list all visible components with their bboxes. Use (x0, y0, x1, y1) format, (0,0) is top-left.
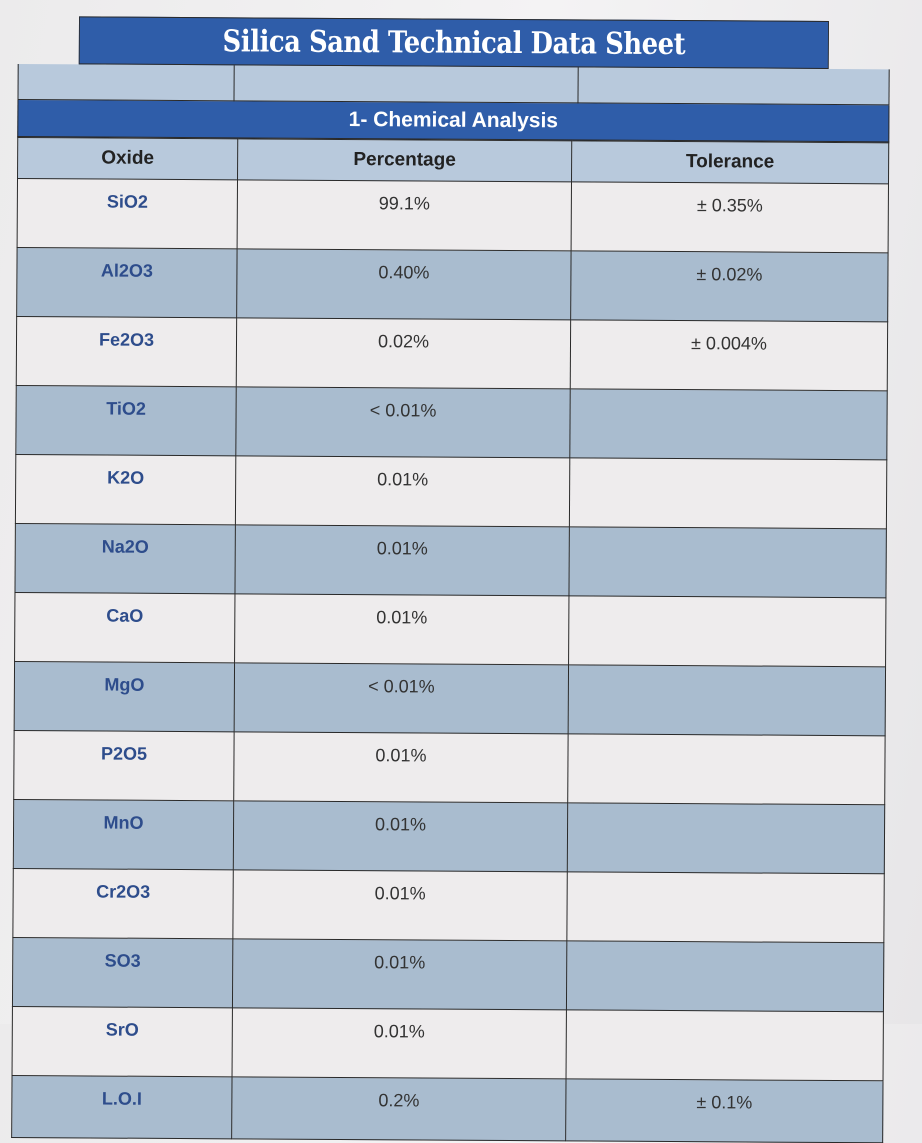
blank-cell (234, 65, 579, 104)
percentage-cell: 0.01% (234, 593, 569, 665)
section-title: 1- Chemical Analysis (17, 99, 890, 143)
header-percentage: Percentage (237, 138, 572, 182)
percentage-cell: 0.01% (234, 524, 570, 596)
tolerance-cell (568, 664, 886, 736)
blank-cell (18, 64, 235, 102)
oxide-cell: L.O.I (11, 1075, 233, 1139)
table-row: Na2O 0.01% (14, 523, 887, 598)
percentage-cell: < 0.01% (234, 662, 569, 734)
table-header-row: Oxide Percentage Tolerance (17, 137, 889, 184)
oxide-cell: SO3 (12, 937, 233, 1008)
tolerance-cell: ± 0.004% (570, 319, 888, 391)
percentage-cell: 0.2% (231, 1076, 567, 1141)
table-row: SiO2 99.1% ± 0.35% (17, 178, 889, 253)
sheet-title: Silica Sand Technical Data Sheet (78, 16, 829, 69)
oxide-cell: CaO (14, 592, 235, 663)
percentage-cell: 0.01% (233, 731, 569, 803)
percentage-cell: 0.01% (235, 455, 570, 527)
blank-row (17, 63, 890, 106)
oxide-cell: Na2O (14, 523, 236, 594)
table-row: SO3 0.01% (12, 937, 884, 1012)
tolerance-cell (569, 457, 887, 529)
tolerance-cell: ± 0.02% (570, 250, 889, 322)
oxide-cell: MnO (13, 799, 234, 870)
tolerance-cell: ± 0.35% (571, 181, 889, 253)
table-row: K2O 0.01% (15, 454, 887, 529)
tolerance-cell: ± 0.1% (565, 1078, 884, 1143)
tolerance-cell (566, 871, 885, 943)
oxide-cell: SrO (12, 1006, 233, 1077)
tolerance-cell (566, 1009, 884, 1081)
table-row: SrO 0.01% (12, 1006, 884, 1081)
oxide-cell: TiO2 (15, 385, 237, 456)
percentage-cell: 0.01% (233, 800, 568, 872)
tolerance-cell (568, 595, 886, 667)
tolerance-cell (566, 940, 884, 1012)
percentage-cell: 0.01% (232, 869, 568, 941)
oxide-cell: K2O (15, 454, 236, 525)
percentage-cell: 0.01% (232, 1007, 567, 1079)
percentage-cell: 0.02% (236, 317, 571, 389)
percentage-cell: 0.40% (236, 248, 572, 320)
percentage-cell: 0.01% (232, 938, 567, 1010)
table-row: Fe2O3 0.02% ± 0.004% (16, 316, 888, 391)
header-oxide: Oxide (17, 137, 238, 180)
oxide-cell: Fe2O3 (16, 316, 237, 387)
tolerance-cell (567, 802, 885, 874)
oxide-cell: Al2O3 (16, 247, 238, 318)
header-tolerance: Tolerance (571, 140, 889, 184)
table-row: MnO 0.01% (13, 799, 885, 874)
percentage-cell: < 0.01% (235, 386, 571, 458)
oxide-cell: SiO2 (17, 178, 238, 249)
tolerance-cell (567, 733, 886, 805)
table-row: MgO < 0.01% (14, 661, 886, 736)
tolerance-cell (568, 526, 887, 598)
table-row: Cr2O3 0.01% (12, 868, 885, 943)
table-row: P2O5 0.01% (13, 730, 886, 805)
chemical-analysis-table: Oxide Percentage Tolerance SiO2 99.1% ± 0.… (11, 137, 889, 1143)
oxide-cell: MgO (14, 661, 235, 732)
table-row: L.O.I 0.2% ± 0.1% (11, 1075, 884, 1143)
data-sheet: Silica Sand Technical Data Sheet 1- Chem… (11, 16, 890, 1143)
table-row: CaO 0.01% (14, 592, 886, 667)
oxide-cell: Cr2O3 (12, 868, 234, 939)
table-row: TiO2 < 0.01% (15, 385, 888, 460)
table-row: Al2O3 0.40% ± 0.02% (16, 247, 889, 322)
percentage-cell: 99.1% (237, 179, 572, 251)
tolerance-cell (569, 388, 888, 460)
oxide-cell: P2O5 (13, 730, 235, 801)
blank-cell (578, 67, 889, 106)
